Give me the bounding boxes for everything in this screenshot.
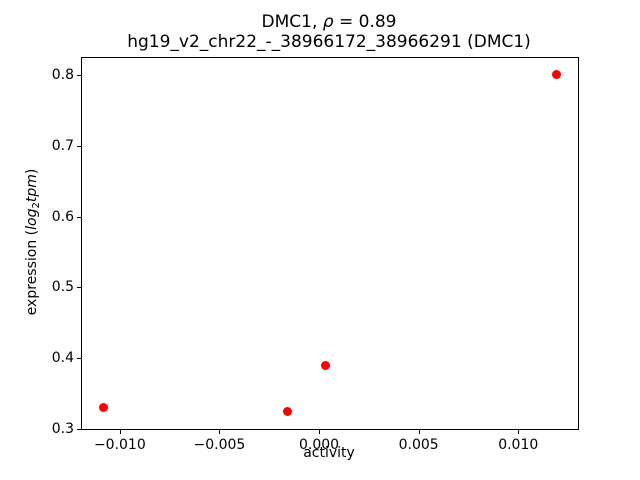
data-point	[282, 406, 292, 416]
plot-area: −0.010 −0.005 0.000 0.005 0.010 0.3 0.4 0.5 0.6 0…	[52, 57, 579, 453]
x-tick-mark	[319, 430, 321, 434]
x-tick-mark	[119, 430, 121, 434]
chart-title-line1: DMC1, ρ = 0.89	[81, 12, 577, 32]
y-axis-label: expression (log2tpm)	[24, 169, 42, 316]
y-tick-label: 0.4	[51, 350, 74, 367]
y-tick-mark	[77, 358, 81, 360]
y-tick-mark	[77, 429, 81, 430]
y-tick-label: 0.6	[51, 208, 74, 225]
y-axis-label-sub2: 2	[31, 202, 42, 209]
y-axis-label-suffix: )	[24, 168, 40, 175]
x-tick-label: −0.005	[193, 437, 246, 453]
x-tick-mark	[518, 430, 520, 434]
x-tick-label: −0.010	[93, 437, 146, 453]
y-tick-mark	[77, 145, 81, 147]
x-tick-mark	[219, 430, 221, 434]
x-tick-label: 0.005	[398, 437, 439, 453]
y-tick-label: 0.8	[51, 66, 74, 83]
y-tick-mark	[77, 74, 81, 76]
y-axis-label-tpm: tpm	[24, 174, 40, 203]
chart-title: DMC1, ρ = 0.89 hg19_v2_chr22_-_38966172_…	[81, 12, 577, 52]
title-prefix: DMC1,	[261, 12, 323, 32]
y-axis-label-log: log	[24, 208, 40, 230]
y-axis-label-prefix: expression (	[24, 229, 40, 316]
chart-title-line2: hg19_v2_chr22_-_38966172_38966291 (DMC1)	[127, 32, 531, 52]
title-rho-symbol: ρ	[322, 12, 334, 32]
data-point	[551, 69, 561, 79]
y-tick-mark	[77, 287, 81, 289]
x-tick-label: 0.010	[498, 437, 539, 453]
data-point	[320, 361, 330, 371]
y-tick-label: 0.5	[51, 279, 74, 296]
y-tick-label: 0.7	[51, 137, 74, 154]
title-correlation-value: = 0.89	[333, 12, 397, 32]
x-axis-label: activity	[303, 445, 355, 461]
x-tick-label: 0.000	[298, 437, 340, 453]
y-tick-label: 0.3	[51, 421, 74, 437]
data-point	[99, 403, 109, 413]
y-tick-mark	[77, 216, 81, 218]
x-tick-mark	[418, 430, 420, 434]
